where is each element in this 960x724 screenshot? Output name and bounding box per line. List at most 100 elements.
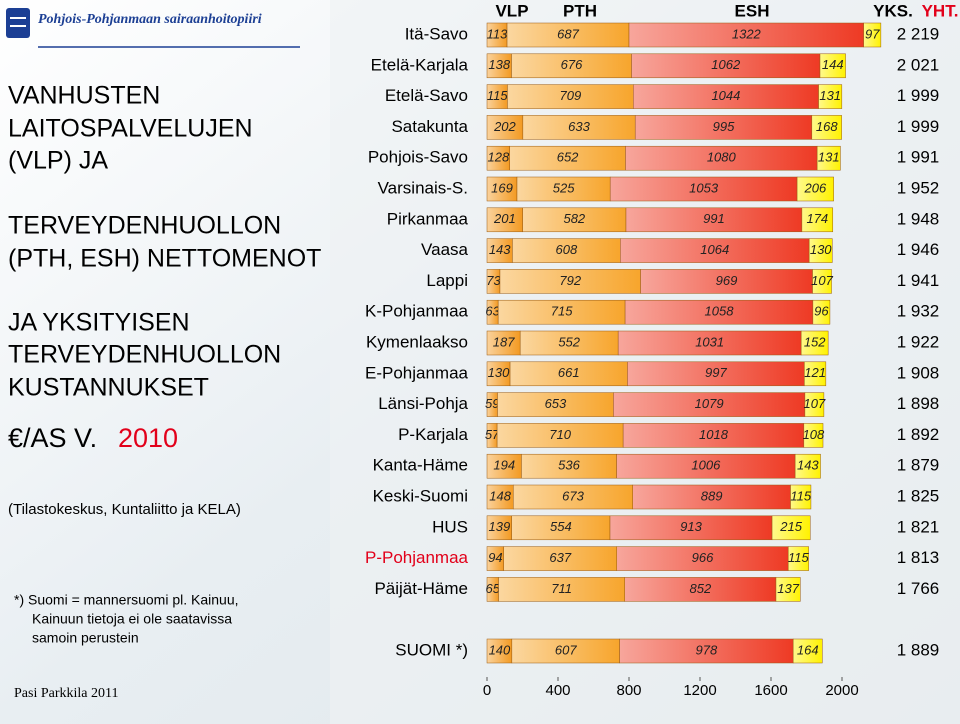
bar-segment	[792, 638, 823, 664]
bar-segment	[617, 330, 802, 356]
segment-label: 96	[814, 304, 829, 319]
segment-label: 140	[489, 642, 511, 657]
bar-segment	[609, 176, 798, 202]
bar-segment	[616, 546, 789, 571]
segment-label: 969	[716, 273, 738, 288]
segment-label: 194	[493, 458, 515, 473]
total-label: 1 908	[897, 363, 940, 382]
segment-label: 169	[491, 180, 513, 195]
segment-label: 608	[555, 242, 577, 257]
x-tick-label: 800	[616, 682, 641, 699]
bar-segment	[486, 638, 513, 664]
segment-label: 115	[788, 550, 809, 565]
segment-label: 1062	[711, 57, 741, 72]
series-header: ESH	[735, 1, 770, 20]
bar-segment	[818, 84, 843, 109]
bar-segment	[486, 207, 523, 233]
bar-segment	[513, 484, 633, 510]
segment-label: 168	[816, 119, 838, 134]
segment-label: 94	[488, 550, 502, 565]
segment-label: 115	[487, 88, 508, 103]
category-label: K-Pohjanmaa	[365, 302, 469, 321]
x-tick-label: 0	[483, 682, 491, 699]
segment-label: 852	[690, 581, 712, 596]
segment-label: 536	[558, 458, 580, 473]
total-label: 1 821	[897, 517, 940, 536]
segment-label: 715	[551, 304, 573, 319]
segment-label: 991	[703, 211, 725, 226]
total-label: 1 813	[897, 548, 940, 567]
note-line: *) Suomi = mannersuomi pl. Kainuu,	[14, 592, 239, 608]
x-tick-label: 1200	[683, 682, 716, 699]
total-label: 1 946	[897, 240, 940, 259]
segment-label: 913	[680, 519, 702, 534]
total-label: 2 021	[897, 55, 940, 74]
total-label: 1 999	[897, 86, 940, 105]
segment-label: 57	[485, 427, 500, 442]
segment-label: 73	[486, 273, 501, 288]
segment-label: 130	[488, 365, 510, 380]
bar-segment	[804, 361, 827, 387]
category-label: SUOMI *)	[395, 640, 468, 659]
segment-label: 966	[692, 550, 714, 565]
segment-label: 1053	[689, 180, 719, 195]
segment-label: 687	[557, 26, 579, 41]
segment-label: 1018	[699, 427, 729, 442]
segment-label: 1044	[711, 88, 740, 103]
logo-crest	[6, 8, 30, 38]
bar-segment	[812, 269, 832, 294]
segment-label: 709	[559, 88, 581, 103]
bar-segment	[521, 453, 617, 479]
segment-label: 148	[489, 488, 511, 503]
bar-segment	[486, 176, 518, 202]
bar-segment	[506, 22, 630, 48]
segment-label: 607	[555, 642, 577, 657]
segment-label: 1006	[691, 458, 721, 473]
title-line: VANHUSTEN	[8, 82, 160, 110]
bar-segment	[808, 238, 833, 263]
series-header: PTH	[563, 1, 597, 20]
title-line: JA YKSITYISEN	[8, 309, 190, 337]
bar-segment	[804, 392, 825, 417]
bar-segment	[486, 115, 524, 140]
year: 2010	[118, 423, 178, 453]
title-line: LAITOSPALVELUJEN	[8, 115, 253, 143]
bar-segment	[512, 238, 621, 263]
bar-segment	[519, 330, 619, 356]
series-header: VLP	[495, 1, 528, 20]
bar-segment	[496, 423, 624, 448]
title-line: TERVEYDENHUOLLON	[8, 212, 281, 240]
segment-label: 1031	[695, 334, 724, 349]
bar-segment	[625, 145, 818, 171]
category-label: Pohjois-Savo	[368, 148, 468, 167]
segment-label: 59	[485, 396, 499, 411]
bar-segment	[787, 546, 809, 571]
total-label: 1 948	[897, 209, 940, 228]
bar-segment	[811, 115, 842, 140]
note-line: Kainuun tietoja ei ole saatavissa	[32, 611, 232, 627]
segment-label: 995	[713, 119, 735, 134]
bar-segment	[486, 330, 521, 356]
bar-segment	[622, 423, 805, 448]
category-label: Vaasa	[421, 240, 468, 259]
unit: €/AS V.	[8, 423, 97, 453]
bar-segment	[511, 638, 620, 664]
bar-segment	[497, 299, 626, 325]
segment-label: 143	[797, 458, 819, 473]
logo-crest-lines	[10, 17, 26, 27]
segment-label: 108	[803, 427, 825, 442]
bar-segment	[522, 207, 627, 233]
category-label: Satakunta	[391, 117, 468, 136]
bar-segment	[486, 515, 512, 541]
bar-segment	[625, 207, 803, 233]
bar-segment	[486, 453, 522, 479]
segment-label: 652	[557, 150, 579, 165]
category-label: E-Pohjanmaa	[365, 363, 469, 382]
author: Pasi Parkkila 2011	[14, 686, 118, 701]
bar-segment	[486, 53, 512, 79]
category-label: Itä-Savo	[405, 24, 468, 43]
category-label: Pirkanmaa	[387, 209, 469, 228]
bar-segment	[803, 423, 824, 448]
bar-segment	[613, 392, 806, 417]
segment-label: 115	[790, 488, 811, 503]
